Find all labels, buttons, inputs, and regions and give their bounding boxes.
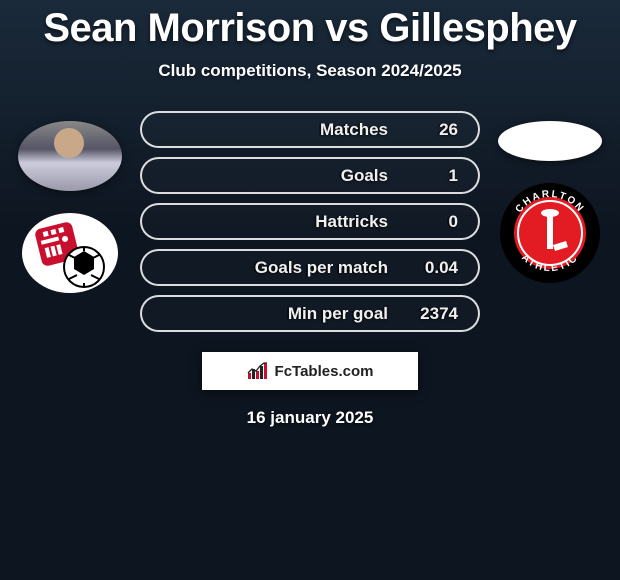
stat-label: Min per goal — [142, 304, 408, 324]
content-row: Matches 26 Goals 1 Hattricks 0 Goals per… — [0, 111, 620, 332]
stats-list: Matches 26 Goals 1 Hattricks 0 Goals per… — [140, 111, 480, 332]
club-left-badge — [20, 211, 120, 295]
player-left-photo — [18, 121, 122, 191]
rotherham-badge-icon — [20, 211, 120, 295]
stat-value: 0 — [408, 212, 458, 232]
stat-value: 26 — [408, 120, 458, 140]
stat-row: Min per goal 2374 — [140, 295, 480, 332]
left-column — [0, 111, 140, 295]
date-label: 16 january 2025 — [0, 408, 620, 428]
bars-icon — [247, 361, 269, 381]
stat-row: Goals per match 0.04 — [140, 249, 480, 286]
player-right-photo — [498, 121, 602, 161]
page-title: Sean Morrison vs Gillesphey — [0, 0, 620, 51]
club-right-badge: CHARLTON ATHLETIC — [498, 181, 602, 285]
stat-value: 2374 — [408, 304, 458, 324]
stat-value: 1 — [408, 166, 458, 186]
stat-label: Goals — [142, 166, 408, 186]
charlton-badge-icon: CHARLTON ATHLETIC — [498, 181, 602, 285]
stat-value: 0.04 — [408, 258, 458, 278]
stat-label: Matches — [142, 120, 408, 140]
stat-row: Goals 1 — [140, 157, 480, 194]
stat-label: Goals per match — [142, 258, 408, 278]
stat-label: Hattricks — [142, 212, 408, 232]
page-subtitle: Club competitions, Season 2024/2025 — [0, 61, 620, 81]
stat-row: Hattricks 0 — [140, 203, 480, 240]
right-column: CHARLTON ATHLETIC — [480, 111, 620, 285]
footer-brand-badge[interactable]: FcTables.com — [202, 352, 418, 390]
footer-brand-text: FcTables.com — [275, 363, 374, 380]
stat-row: Matches 26 — [140, 111, 480, 148]
